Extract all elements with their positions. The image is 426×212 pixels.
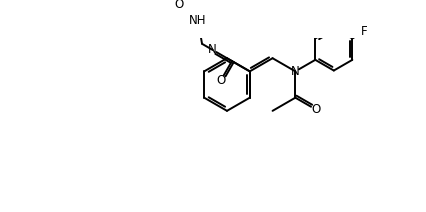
Text: NH: NH [189,14,207,27]
Text: O: O [175,0,184,11]
Text: N: N [207,43,216,56]
Text: O: O [311,103,321,116]
Text: F: F [360,25,367,38]
Text: N: N [291,65,300,78]
Text: O: O [216,74,225,87]
